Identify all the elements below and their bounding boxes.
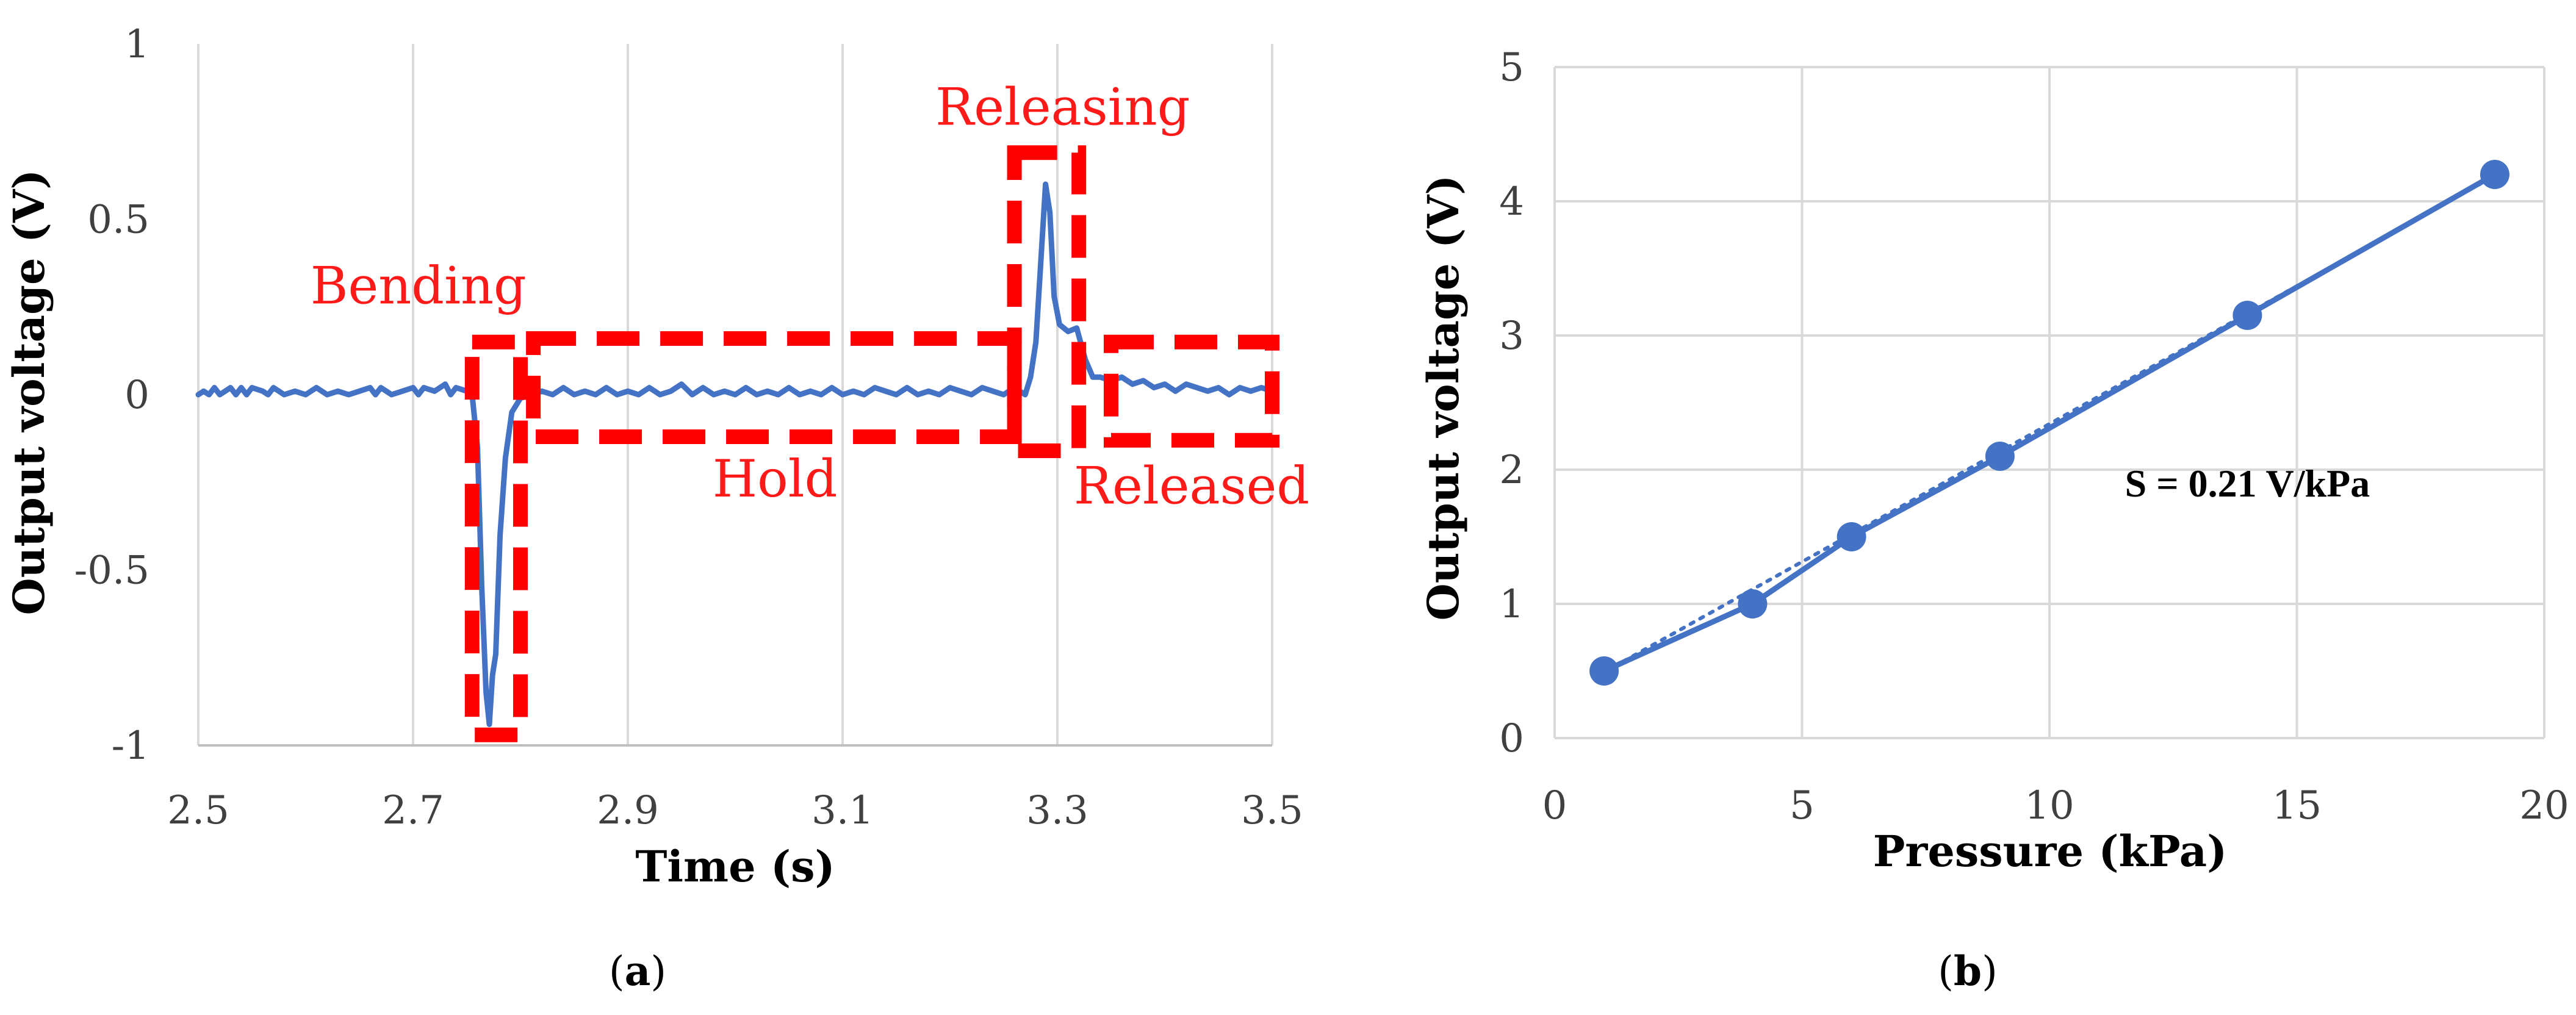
chart-a-y-tick-label: 0 [124,373,149,418]
panel-b-letter: b [1954,947,1982,995]
chart-a-phase-label-hold: Hold [713,449,837,509]
chart-a-phase-box-released [1104,334,1279,448]
chart-a-x-tick-label: 3.3 [1026,788,1088,833]
chart-a-x-tick-label: 2.7 [382,788,444,833]
panel-b-paren-close: ) [1982,948,1998,995]
chart-a-phase-box-bending [464,334,528,742]
chart-b-x-tick-labels: 0 5 10 15 20 [1542,783,2569,828]
chart-a-voltage-series-line [195,181,1275,727]
chart-b-gridlines [1553,66,2545,739]
chart-b-y-tick-labels: 5 4 3 2 1 0 [1499,45,1524,761]
chart-a-phase-label-bending: Bending [311,256,527,316]
chart-b-series-line [1601,171,2498,674]
chart-a-y-axis-title: Output voltage (V) [4,170,54,615]
chart-a-voltage-vs-time: 2.5 2.7 2.9 3.1 3.3 3.5 1 0.5 0 -0.5 -1 Bending Ho… [4,22,1309,892]
chart-a-phase-box-hold [526,331,1022,444]
panel-b-caption: (b) [1938,947,1998,995]
chart-b-y-tick-label: 0 [1499,716,1524,761]
chart-a-x-tick-label: 2.9 [597,788,659,833]
chart-b-sensitivity-annotation: S = 0.21 V/kPa [2125,462,2370,505]
chart-b-data-points [1589,160,2509,686]
panel-b-paren-open: ( [1938,948,1954,995]
chart-a-phase-boxes [464,145,1279,742]
chart-a-y-tick-labels: 1 0.5 0 -0.5 -1 [74,22,149,769]
panel-a-letter: a [625,947,651,995]
panel-a-caption: (a) [609,947,666,995]
panel-a-paren-close: ) [650,948,666,995]
chart-b-y-tick-label: 1 [1499,582,1524,627]
chart-b-x-tick-label: 15 [2272,783,2322,828]
chart-b-data-point [2480,160,2509,189]
chart-b-y-tick-label: 5 [1499,45,1524,90]
chart-b-x-tick-label: 20 [2519,783,2569,828]
panel-a-paren-open: ( [609,948,625,995]
chart-a-x-tick-label: 3.1 [811,788,874,833]
chart-a-y-tick-label: 0.5 [87,198,149,243]
chart-b-data-point [1589,656,1619,686]
chart-b-y-tick-label: 4 [1499,179,1524,224]
chart-b-data-point [1837,522,1866,551]
chart-a-x-axis-title: Time (s) [635,841,835,892]
chart-b-data-point [2232,301,2262,330]
chart-a-y-tick-label: -1 [112,723,149,769]
chart-a-y-tick-label: -0.5 [74,548,149,594]
chart-a-x-tick-labels: 2.5 2.7 2.9 3.1 3.3 3.5 [167,788,1303,833]
chart-b-x-tick-label: 5 [1790,783,1815,828]
chart-a-phase-box-releasing [1007,145,1087,458]
chart-b-data-point [1985,442,2015,471]
chart-a-phase-label-released: Released [1074,456,1309,515]
chart-b-y-tick-label: 3 [1499,314,1524,359]
chart-a-x-tick-label: 3.5 [1241,788,1303,833]
chart-a-phase-labels: Bending Hold Releasing Released [311,77,1309,515]
chart-b-y-axis-title: Output voltage (V) [1418,175,1469,621]
chart-a-x-tick-label: 2.5 [167,788,229,833]
chart-a-y-tick-label: 1 [124,22,149,67]
chart-a-phase-label-releasing: Releasing [935,77,1190,137]
chart-b-x-tick-label: 0 [1542,783,1567,828]
chart-b-x-axis-title: Pressure (kPa) [1873,826,2227,877]
chart-b-y-tick-label: 2 [1499,448,1524,493]
chart-b-x-tick-label: 10 [2024,783,2074,828]
chart-b-data-point [1738,589,1768,619]
